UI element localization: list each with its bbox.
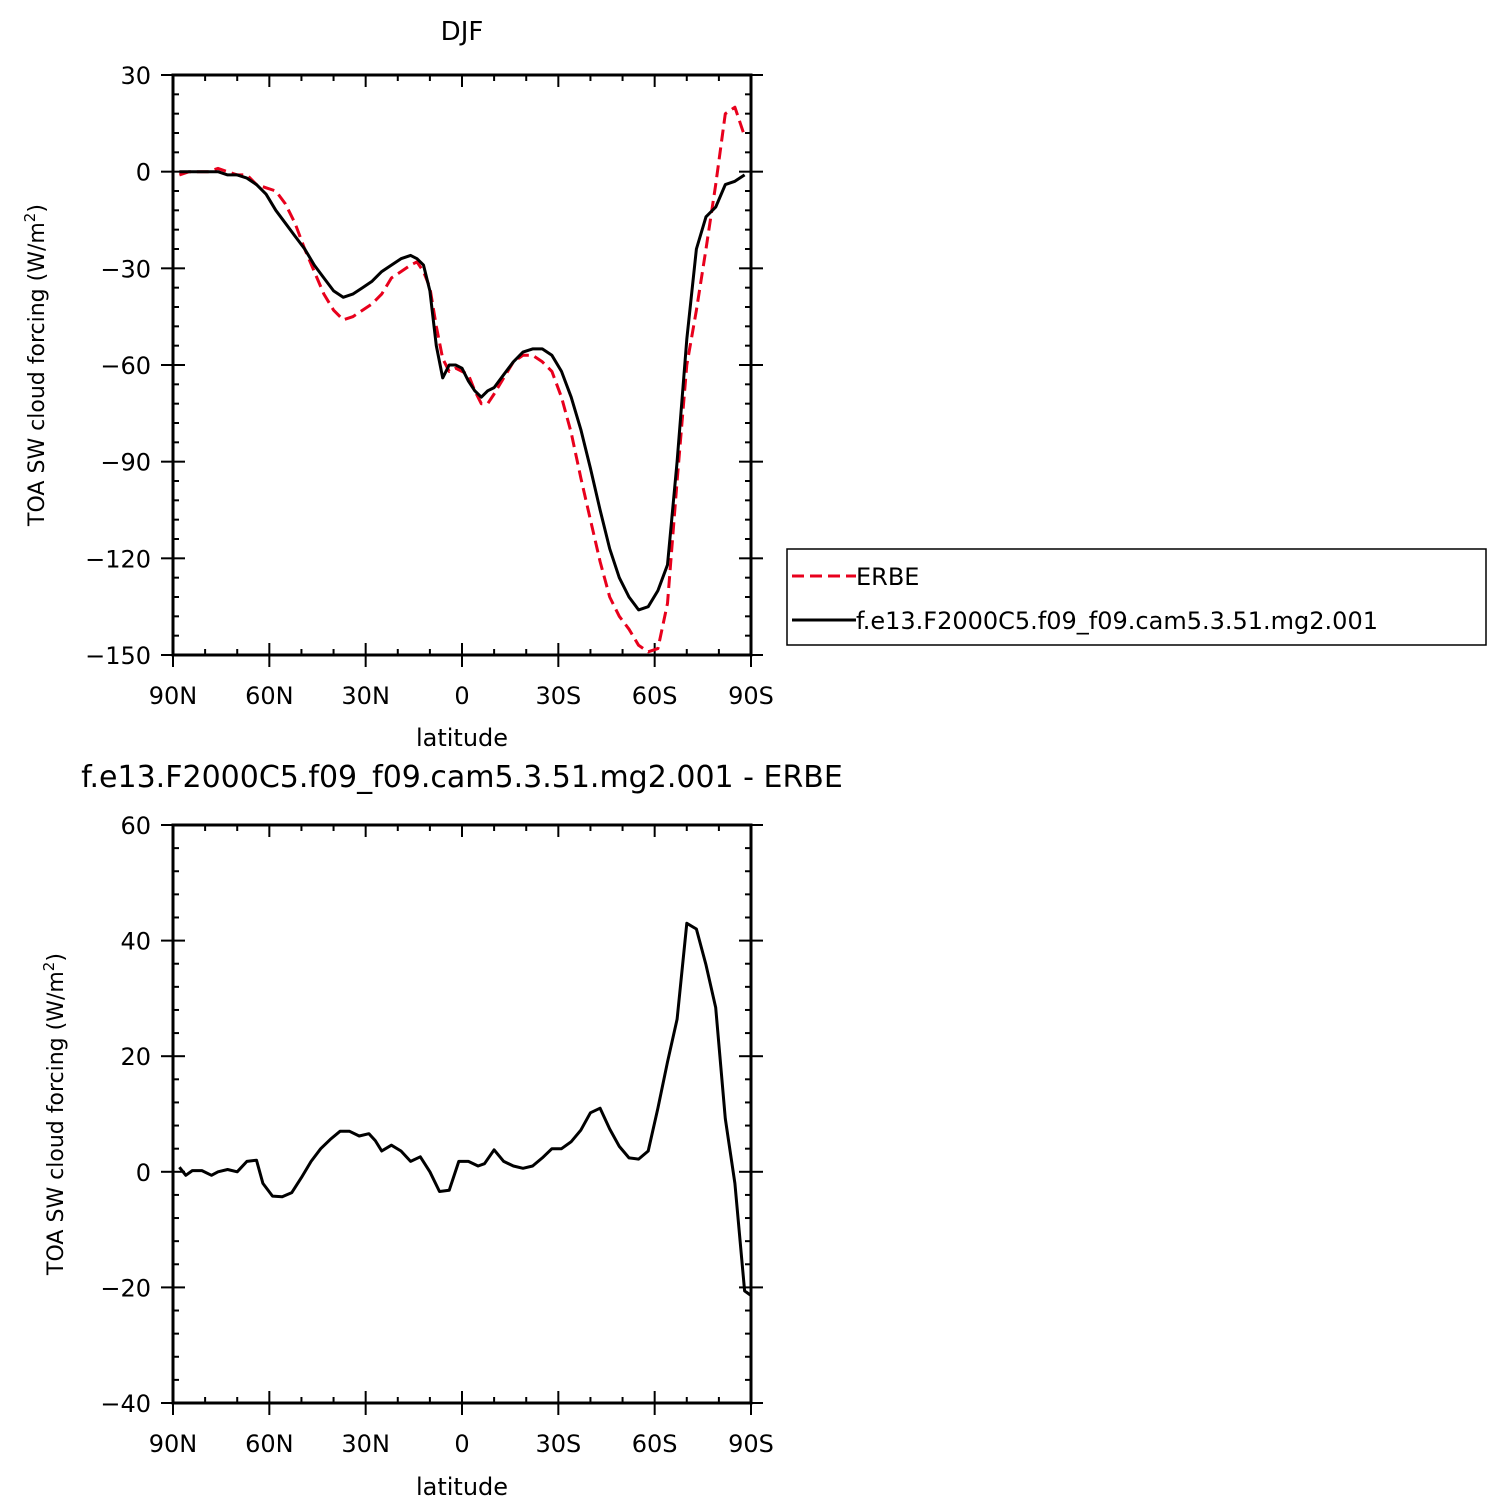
y-tick-label: −150 bbox=[85, 642, 151, 670]
plot-lines bbox=[178, 921, 753, 1297]
x-tick-label: 60S bbox=[632, 1430, 678, 1458]
x-tick-label: 30N bbox=[341, 682, 390, 710]
x-tick-label: 30S bbox=[535, 1430, 581, 1458]
x-tick-label: 90N bbox=[149, 1430, 198, 1458]
y-axis-label: TOA SW cloud forcing (W/m2) bbox=[21, 204, 50, 527]
y-tick-label: 0 bbox=[136, 159, 151, 187]
y-tick-label: −40 bbox=[100, 1390, 151, 1418]
y-tick-label: 60 bbox=[120, 812, 151, 840]
x-tick-label: 30S bbox=[535, 682, 581, 710]
y-tick-label: −60 bbox=[100, 352, 151, 380]
x-tick-label: 0 bbox=[454, 682, 469, 710]
tick-labels: 90N 60N 30N 0 30S 60S 90S 30 0 −30 −60 −90 −120 −150 bbox=[85, 62, 774, 710]
y-tick-label: 20 bbox=[120, 1043, 151, 1071]
x-tick-label: 60N bbox=[245, 682, 294, 710]
y-tick-label: −90 bbox=[100, 449, 151, 477]
legend: ERBE f.e13.F2000C5.f09_f09.cam5.3.51.mg2… bbox=[786, 548, 1487, 646]
legend-label-model: f.e13.F2000C5.f09_f09.cam5.3.51.mg2.001 bbox=[856, 607, 1378, 635]
y-tick-label: 40 bbox=[120, 928, 151, 956]
x-tick-label: 90S bbox=[728, 1430, 774, 1458]
chart-title: f.e13.F2000C5.f09_f09.cam5.3.51.mg2.001 … bbox=[81, 760, 843, 795]
chart-djf: DJF 90N 60N 30N 0 30S 60S 90S 30 0 −30 −60 −90 −120 −… bbox=[21, 17, 774, 752]
axis-ticks bbox=[161, 824, 763, 1415]
plot-lines bbox=[178, 105, 747, 654]
legend-label-erbe: ERBE bbox=[856, 563, 919, 591]
x-tick-label: 0 bbox=[454, 1430, 469, 1458]
plot-frame bbox=[171, 823, 753, 1405]
chart-difference: f.e13.F2000C5.f09_f09.cam5.3.51.mg2.001 … bbox=[40, 760, 843, 1501]
y-tick-label: −20 bbox=[100, 1274, 151, 1302]
y-tick-label: 30 bbox=[120, 62, 151, 90]
x-tick-label: 60S bbox=[632, 682, 678, 710]
y-tick-label: −120 bbox=[85, 545, 151, 573]
x-axis-label: latitude bbox=[416, 724, 508, 752]
y-tick-label: −30 bbox=[100, 255, 151, 283]
y-axis-label: TOA SW cloud forcing (W/m2) bbox=[40, 953, 69, 1276]
x-tick-label: 90N bbox=[149, 682, 198, 710]
series-line-1 bbox=[179, 170, 746, 612]
legend-box bbox=[786, 548, 1487, 646]
series-line-0 bbox=[178, 921, 753, 1297]
x-tick-label: 90S bbox=[728, 682, 774, 710]
x-tick-label: 30N bbox=[341, 1430, 390, 1458]
series-line-0 bbox=[178, 105, 747, 654]
tick-labels: 90N 60N 30N 0 30S 60S 90S 60 40 20 0 −20 −40 bbox=[100, 812, 774, 1458]
plot-frame bbox=[171, 73, 753, 657]
y-tick-label: 0 bbox=[136, 1159, 151, 1187]
chart-title: DJF bbox=[441, 17, 484, 47]
x-tick-label: 60N bbox=[245, 1430, 294, 1458]
axis-ticks bbox=[161, 74, 763, 667]
x-axis-label: latitude bbox=[416, 1473, 508, 1501]
